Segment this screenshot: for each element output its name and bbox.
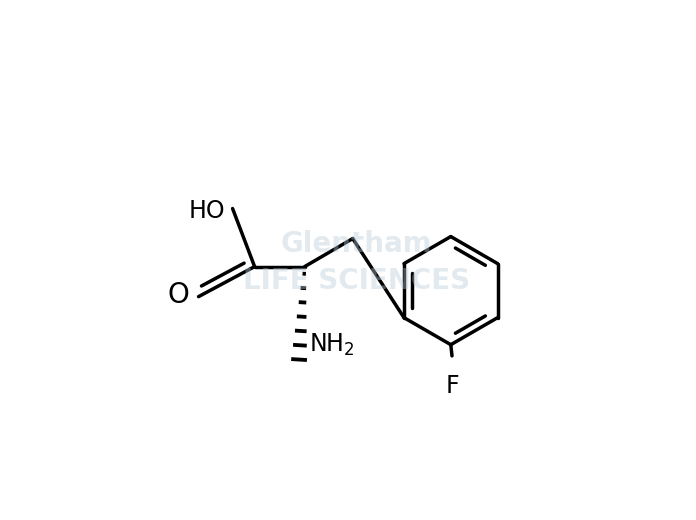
Text: O: O (168, 281, 190, 309)
Text: NH$_2$: NH$_2$ (308, 332, 354, 358)
Text: F: F (445, 373, 459, 397)
Text: Glentham
LIFE SCIENCES: Glentham LIFE SCIENCES (243, 230, 470, 295)
Text: HO: HO (189, 199, 226, 223)
